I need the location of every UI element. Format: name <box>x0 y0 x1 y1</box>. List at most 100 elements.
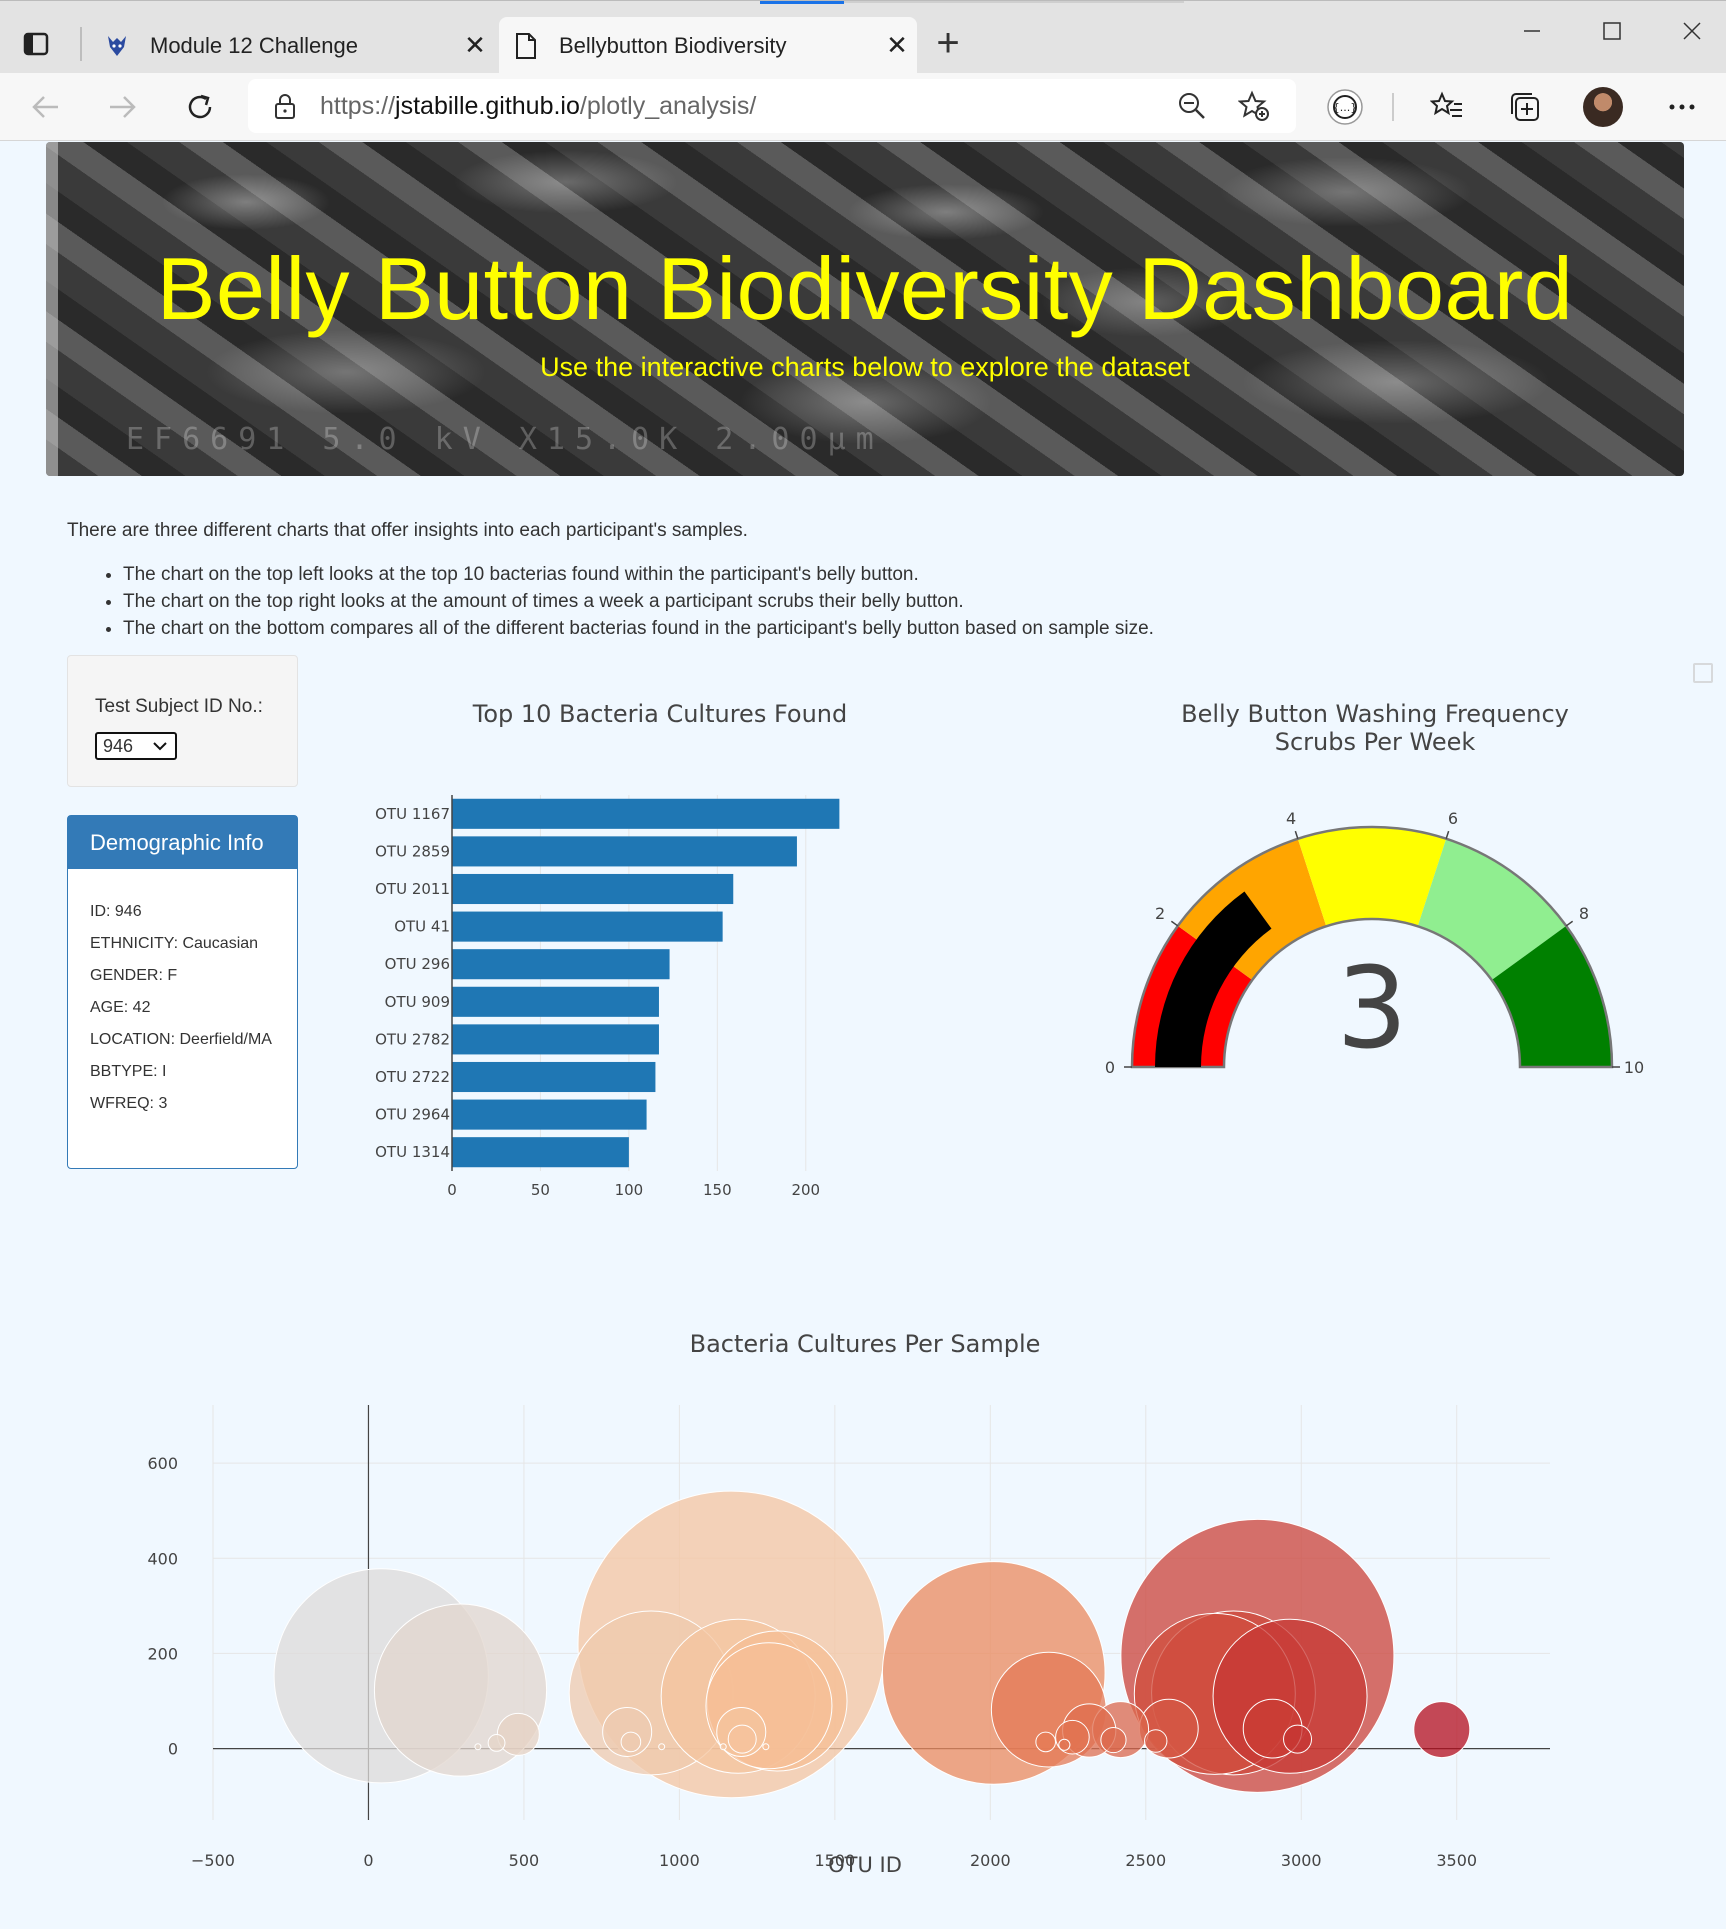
demographic-wfreq: WFREQ: 3 <box>90 1095 168 1112</box>
panel-body: ID: 946 ETHNICITY: Caucasian GENDER: F A… <box>68 869 297 1112</box>
gauge-subtitle: Scrubs Per Week <box>1274 728 1476 756</box>
forward-button[interactable] <box>102 87 142 127</box>
close-window-button[interactable] <box>1667 11 1717 51</box>
gauge-tick <box>1445 830 1450 839</box>
toolbar-divider <box>1392 93 1394 121</box>
subject-select-label: Test Subject ID No.: <box>95 696 263 717</box>
x-tick-label: 3500 <box>1436 1851 1477 1870</box>
bubble-point[interactable] <box>474 1743 482 1751</box>
back-button[interactable] <box>26 87 66 127</box>
bubble-point[interactable] <box>1058 1738 1071 1751</box>
minimize-button[interactable] <box>1507 11 1557 51</box>
lock-icon[interactable] <box>270 91 300 121</box>
close-tab-icon[interactable]: ✕ <box>464 30 486 60</box>
gauge-chart[interactable]: 0 2 4 6 8 10 3 <box>1090 795 1670 1095</box>
bubble-x-axis-label: OTU ID <box>828 1853 902 1877</box>
gauge-step <box>1297 827 1447 927</box>
demographic-age: AGE: 42 <box>90 999 151 1016</box>
profile-button[interactable] <box>1583 87 1623 127</box>
bar[interactable] <box>452 986 659 1017</box>
gauge-tick-label: 4 <box>1286 809 1296 828</box>
list-item: The chart on the top left looks at the t… <box>123 561 1154 588</box>
x-tick-label: −500 <box>191 1851 235 1870</box>
bubble-point[interactable] <box>1283 1724 1313 1754</box>
bar[interactable] <box>452 836 797 867</box>
bar[interactable] <box>452 1061 656 1093</box>
y-tick-label: 0 <box>168 1740 178 1759</box>
y-tick-label: 400 <box>147 1549 178 1568</box>
bar[interactable] <box>452 1024 659 1055</box>
collections-button[interactable] <box>1505 87 1545 127</box>
list-item: The chart on the bottom compares all of … <box>123 615 1154 642</box>
plotly-modebar-icon[interactable] <box>1693 663 1713 683</box>
forward-arrow-icon <box>110 96 136 118</box>
refresh-button[interactable] <box>180 87 220 127</box>
new-tab-button[interactable]: + <box>936 21 960 65</box>
close-tab-icon[interactable]: ✕ <box>886 30 908 60</box>
bubble-point[interactable] <box>1413 1701 1471 1759</box>
intro-text: There are three different charts that of… <box>67 520 748 541</box>
x-tick-label: 0 <box>363 1851 373 1870</box>
demographic-bbtype: BBTYPE: I <box>90 1063 167 1080</box>
bar[interactable] <box>452 911 723 942</box>
extension-button[interactable]: {...} <box>1325 87 1365 127</box>
add-favorite-icon[interactable] <box>1234 86 1274 126</box>
zoom-out-icon[interactable] <box>1172 86 1212 126</box>
chevron-down-icon <box>153 742 167 751</box>
bubble-chart[interactable]: −500 0 500 1000 1500 2000 2500 3000 3500 0 200 400 6… <box>0 1380 1726 1920</box>
banner-edge <box>46 142 58 476</box>
selected-value: 946 <box>103 736 134 756</box>
collections-icon <box>1511 93 1539 121</box>
y-tick-label: OTU 2722 <box>375 1068 450 1086</box>
bar[interactable] <box>452 1137 629 1168</box>
y-tick-label: OTU 41 <box>394 918 450 936</box>
bubble-point[interactable] <box>1035 1731 1056 1753</box>
y-tick-label: OTU 1167 <box>375 805 450 823</box>
bubble-point[interactable] <box>496 1712 540 1756</box>
y-tick-label: OTU 2011 <box>375 880 450 898</box>
bubble-point[interactable] <box>658 1743 666 1751</box>
tab-strip-highlight <box>844 1 1184 3</box>
bubble-point[interactable] <box>487 1734 506 1752</box>
bar[interactable] <box>452 873 734 905</box>
y-tick-label: OTU 296 <box>385 955 450 973</box>
tab-bellybutton-biodiversity[interactable]: Bellybutton Biodiversity ✕ <box>499 17 917 74</box>
favorites-button[interactable] <box>1427 87 1467 127</box>
y-tick-label: OTU 909 <box>385 993 450 1011</box>
bubble-point[interactable] <box>762 1743 770 1751</box>
bubble-point[interactable] <box>719 1743 727 1751</box>
subject-selector-panel: Test Subject ID No.: 946 <box>67 655 298 787</box>
tab-actions-menu-button[interactable] <box>20 27 54 61</box>
subject-id-dropdown[interactable]: 946 <box>95 732 177 760</box>
bar[interactable] <box>452 1099 647 1130</box>
tab-actions-icon <box>23 32 49 56</box>
tab-separator <box>80 27 82 61</box>
bar[interactable] <box>452 949 670 980</box>
x-tick-label: 100 <box>615 1181 644 1195</box>
x-tick-label: 200 <box>791 1181 820 1195</box>
x-tick-label: 1500 <box>815 1851 856 1870</box>
bar-chart[interactable]: 0 50 100 150 200 OTU 1167 OTU 2859 OTU 2011 OTU … <box>340 785 880 1195</box>
y-tick-label: OTU 1314 <box>375 1143 450 1161</box>
gauge-outline <box>1130 825 1614 1069</box>
gauge-chart-title: Belly Button Washing Frequency Scrubs Pe… <box>1100 700 1650 756</box>
browser-toolbar: https://jstabille.github.io/plotly_analy… <box>0 73 1726 141</box>
bubble-point[interactable] <box>727 1724 757 1754</box>
url-text[interactable]: https://jstabille.github.io/plotly_analy… <box>320 91 757 120</box>
gauge-step <box>1491 925 1612 1067</box>
bar[interactable] <box>452 798 840 829</box>
loading-indicator <box>760 1 844 4</box>
page-title: Belly Button Biodiversity Dashboard <box>156 239 1574 338</box>
tab-module-12-challenge[interactable]: Module 12 Challenge ✕ <box>90 17 495 74</box>
page-subtitle: Use the interactive charts below to expl… <box>540 352 1190 382</box>
x-tick-label: 150 <box>703 1181 732 1195</box>
gauge-tick-label: 6 <box>1448 809 1458 828</box>
bubble-point[interactable] <box>1144 1729 1168 1753</box>
settings-menu-button[interactable] <box>1662 87 1702 127</box>
gauge-value-bar[interactable] <box>1155 891 1272 1067</box>
y-tick-label: OTU 2782 <box>375 1030 450 1048</box>
bubble-point[interactable] <box>620 1731 642 1753</box>
bubble-point[interactable] <box>1100 1726 1127 1754</box>
address-bar[interactable]: https://jstabille.github.io/plotly_analy… <box>248 79 1296 133</box>
maximize-button[interactable] <box>1587 11 1637 51</box>
